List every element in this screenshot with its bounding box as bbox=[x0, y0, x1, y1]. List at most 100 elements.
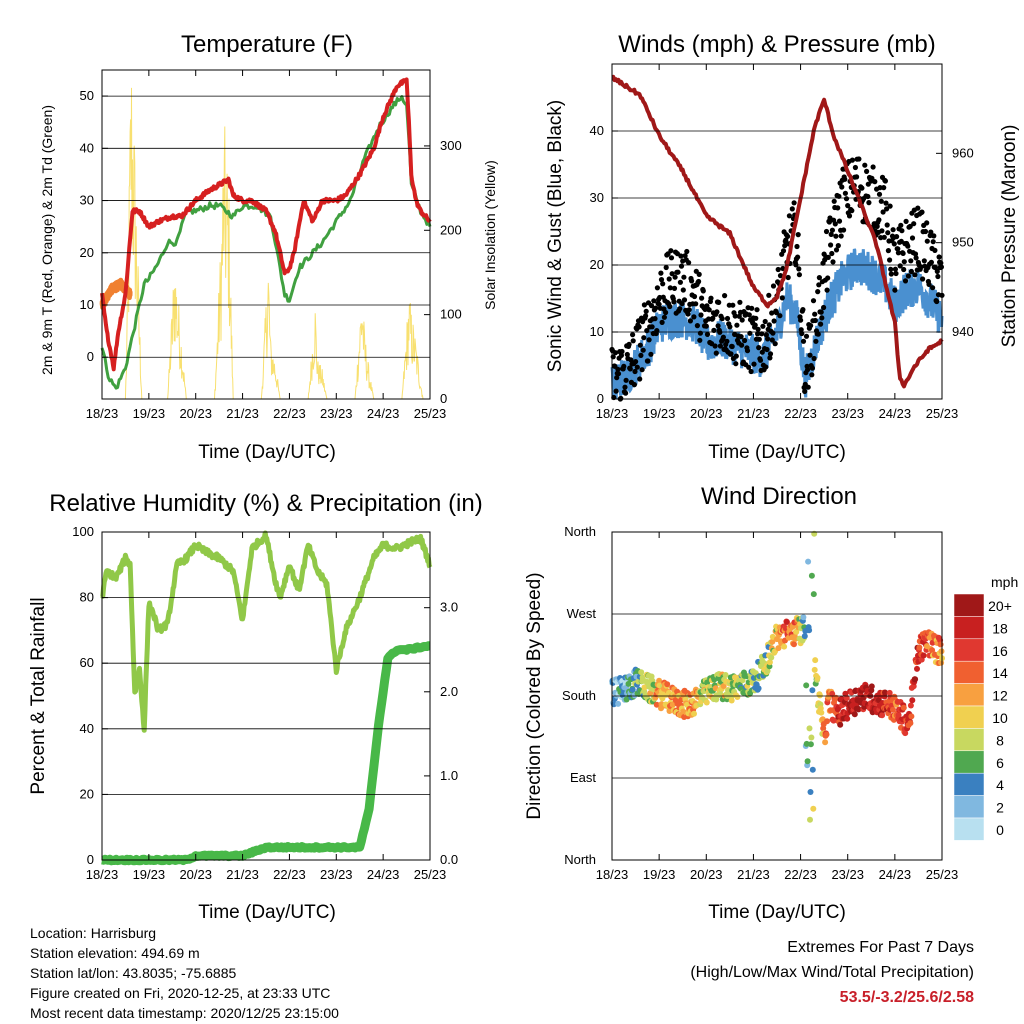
gust-point bbox=[843, 196, 850, 202]
direction-point bbox=[653, 701, 660, 708]
gust-point bbox=[755, 326, 761, 332]
gust-point bbox=[823, 228, 830, 235]
x-tick-label: 24/23 bbox=[367, 867, 400, 882]
direction-point bbox=[843, 695, 850, 702]
direction-point bbox=[812, 657, 819, 664]
gust-point bbox=[624, 351, 630, 358]
y-tick-label-right: 300 bbox=[440, 138, 462, 153]
direction-point bbox=[811, 666, 818, 673]
gust-point bbox=[842, 176, 848, 182]
gust-point bbox=[894, 234, 900, 240]
gust-point bbox=[693, 301, 699, 307]
temperature-y-ticks-right: 0 100 200 300 bbox=[424, 138, 462, 406]
gust-point bbox=[884, 222, 890, 228]
gust-point bbox=[898, 222, 904, 228]
x-tick-label: 19/23 bbox=[133, 867, 166, 882]
gust-point bbox=[631, 382, 638, 388]
x-tick-label: 23/23 bbox=[831, 406, 864, 421]
gust-point bbox=[828, 242, 834, 248]
gust-point bbox=[728, 351, 734, 357]
direction-point bbox=[625, 680, 632, 687]
gust-point bbox=[915, 205, 921, 211]
gust-point bbox=[885, 230, 891, 236]
humidity-title: Relative Humidity (%) & Precipitation (i… bbox=[49, 490, 482, 517]
legend-label: 4 bbox=[996, 777, 1004, 793]
gust-point bbox=[830, 259, 836, 265]
direction-point bbox=[823, 731, 830, 738]
gust-point bbox=[849, 208, 855, 214]
gust-point bbox=[643, 313, 649, 319]
gust-point bbox=[895, 246, 901, 252]
y-tick-label: 60 bbox=[80, 655, 94, 670]
direction-panel: Wind Direction North East South West North 1… bbox=[524, 483, 1018, 923]
y-tick-label-right: 0.0 bbox=[440, 852, 458, 867]
x-tick-label: 24/23 bbox=[367, 406, 400, 421]
gust-point bbox=[640, 347, 646, 353]
gust-point bbox=[921, 258, 927, 264]
x-tick-label: 20/23 bbox=[179, 867, 212, 882]
gust-point bbox=[668, 248, 674, 254]
gust-point bbox=[622, 384, 628, 390]
legend-swatch bbox=[953, 705, 985, 729]
gust-point bbox=[777, 273, 784, 279]
direction-point bbox=[801, 633, 808, 640]
gust-point bbox=[703, 323, 709, 329]
direction-point bbox=[909, 697, 916, 704]
direction-point bbox=[806, 725, 813, 732]
gust-point bbox=[930, 285, 936, 291]
gust-point bbox=[908, 268, 915, 275]
gust-point bbox=[732, 313, 738, 319]
temperature-plot-frame bbox=[101, 69, 431, 400]
gust-point bbox=[893, 270, 899, 277]
gust-point bbox=[926, 281, 932, 287]
y-tick-label: 100 bbox=[72, 524, 94, 539]
direction-point bbox=[703, 699, 710, 706]
direction-point bbox=[818, 709, 825, 716]
gust-point bbox=[789, 206, 795, 212]
direction-point bbox=[900, 704, 907, 711]
gust-point bbox=[747, 330, 753, 336]
gust-point bbox=[763, 364, 769, 370]
gust-point bbox=[908, 258, 914, 264]
gust-point bbox=[613, 388, 619, 394]
gust-point bbox=[802, 388, 808, 394]
direction-point bbox=[809, 766, 816, 773]
winds-title: Winds (mph) & Pressure (mb) bbox=[618, 31, 935, 58]
gust-point bbox=[919, 209, 925, 215]
winds-x-ticks: 18/23 19/23 20/23 21/23 22/23 23/23 24/23 25/23 bbox=[596, 64, 958, 421]
gust-point bbox=[671, 285, 678, 291]
gust-point bbox=[812, 317, 818, 324]
humidity-panel: Relative Humidity (%) & Precipitation (i… bbox=[28, 490, 483, 923]
legend-label: 14 bbox=[992, 665, 1008, 681]
direction-y-label: Direction (Colored By Speed) bbox=[524, 572, 545, 819]
gust-point bbox=[752, 322, 758, 328]
gust-point bbox=[654, 285, 661, 291]
direction-point bbox=[810, 805, 817, 812]
gust-point bbox=[903, 218, 909, 224]
y-tick-label-right: 2.0 bbox=[440, 684, 458, 699]
gust-point bbox=[739, 342, 745, 348]
gust-point bbox=[714, 309, 720, 315]
direction-plot-area bbox=[609, 530, 945, 823]
timestamp-text: Most recent data timestamp: 2020/12/25 2… bbox=[30, 1005, 339, 1021]
gust-point bbox=[884, 206, 890, 212]
gust-point bbox=[930, 239, 936, 245]
gust-point bbox=[767, 355, 773, 361]
direction-point bbox=[890, 706, 896, 713]
gust-point bbox=[715, 323, 721, 329]
x-tick-label: 18/23 bbox=[86, 406, 119, 421]
precip-y-ticks-right: 0.0 1.0 2.0 3.0 bbox=[424, 600, 458, 867]
x-tick-label: 23/23 bbox=[831, 867, 864, 882]
legend-label: 2 bbox=[996, 800, 1004, 816]
y-tick-label: 50 bbox=[80, 88, 94, 103]
gust-point bbox=[686, 307, 692, 313]
gust-point bbox=[696, 278, 702, 285]
created-text: Figure created on Fri, 2020-12-25, at 23… bbox=[30, 985, 331, 1001]
winds-panel: Winds (mph) & Pressure (mb) 0 10 20 30 40 94… bbox=[545, 31, 1020, 463]
gust-point bbox=[658, 277, 665, 283]
gust-point bbox=[724, 338, 730, 344]
direction-point bbox=[868, 683, 875, 690]
direction-point bbox=[768, 654, 775, 661]
gust-point bbox=[749, 305, 755, 311]
gust-point bbox=[866, 200, 872, 206]
